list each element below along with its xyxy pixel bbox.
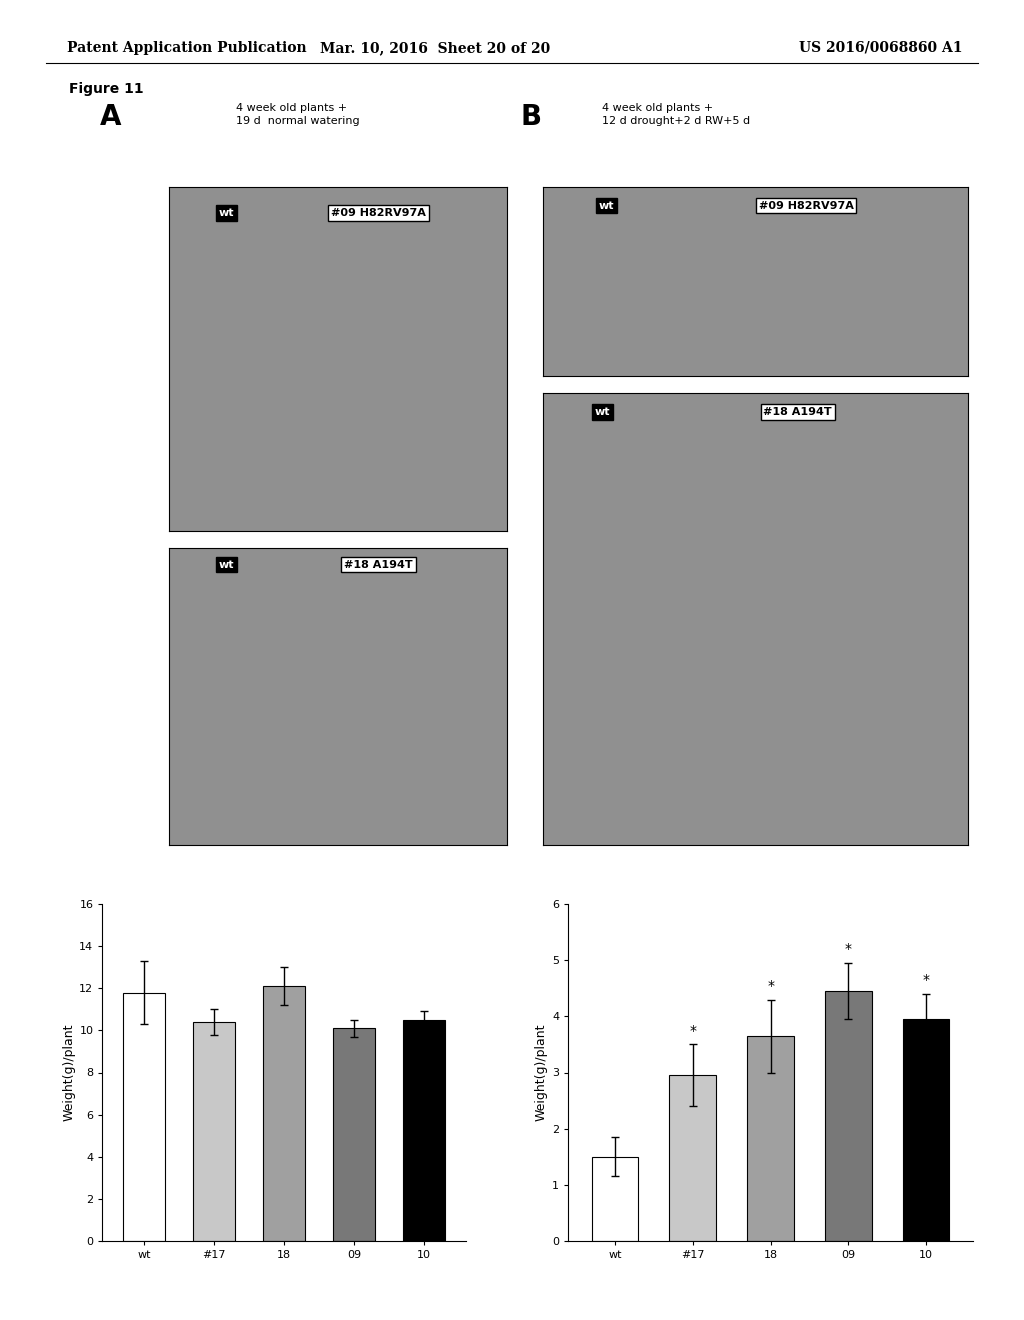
Text: *: * [923, 973, 930, 987]
Bar [123, 993, 165, 1241]
Text: wt: wt [219, 209, 234, 218]
Text: wt: wt [219, 560, 234, 570]
Bar [825, 991, 871, 1241]
Bar [263, 986, 305, 1241]
Text: B: B [520, 103, 542, 131]
Text: *: * [689, 1024, 696, 1038]
Text: US 2016/0068860 A1: US 2016/0068860 A1 [799, 41, 963, 55]
Text: *: * [845, 942, 852, 957]
Y-axis label: Weight(g)/plant: Weight(g)/plant [535, 1024, 548, 1121]
Text: #09 H82RV97A: #09 H82RV97A [331, 209, 426, 218]
Bar [670, 1076, 716, 1241]
Bar [748, 1036, 794, 1241]
Bar [333, 1028, 375, 1241]
Text: *: * [767, 979, 774, 993]
Text: Patent Application Publication: Patent Application Publication [67, 41, 306, 55]
Text: Figure 11: Figure 11 [69, 82, 143, 96]
Bar [592, 1156, 638, 1241]
Text: wt: wt [599, 201, 614, 211]
Bar [403, 1020, 445, 1241]
Text: wt: wt [595, 407, 610, 417]
Text: #18 A194T: #18 A194T [763, 407, 833, 417]
Text: 4 week old plants +
12 d drought+2 d RW+5 d: 4 week old plants + 12 d drought+2 d RW+… [602, 103, 751, 127]
Text: 4 week old plants +
19 d  normal watering: 4 week old plants + 19 d normal watering [236, 103, 359, 127]
Text: #09 H82RV97A: #09 H82RV97A [759, 201, 854, 211]
Y-axis label: Weight(g)/plant: Weight(g)/plant [62, 1024, 75, 1121]
Bar [903, 1019, 949, 1241]
Bar [194, 1022, 236, 1241]
Text: Mar. 10, 2016  Sheet 20 of 20: Mar. 10, 2016 Sheet 20 of 20 [321, 41, 550, 55]
Text: #18 A194T: #18 A194T [344, 560, 413, 570]
Text: A: A [100, 103, 122, 131]
